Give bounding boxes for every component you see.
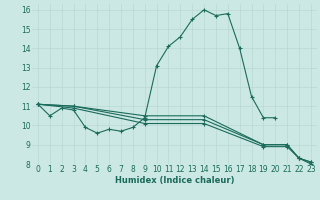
X-axis label: Humidex (Indice chaleur): Humidex (Indice chaleur) bbox=[115, 176, 234, 185]
